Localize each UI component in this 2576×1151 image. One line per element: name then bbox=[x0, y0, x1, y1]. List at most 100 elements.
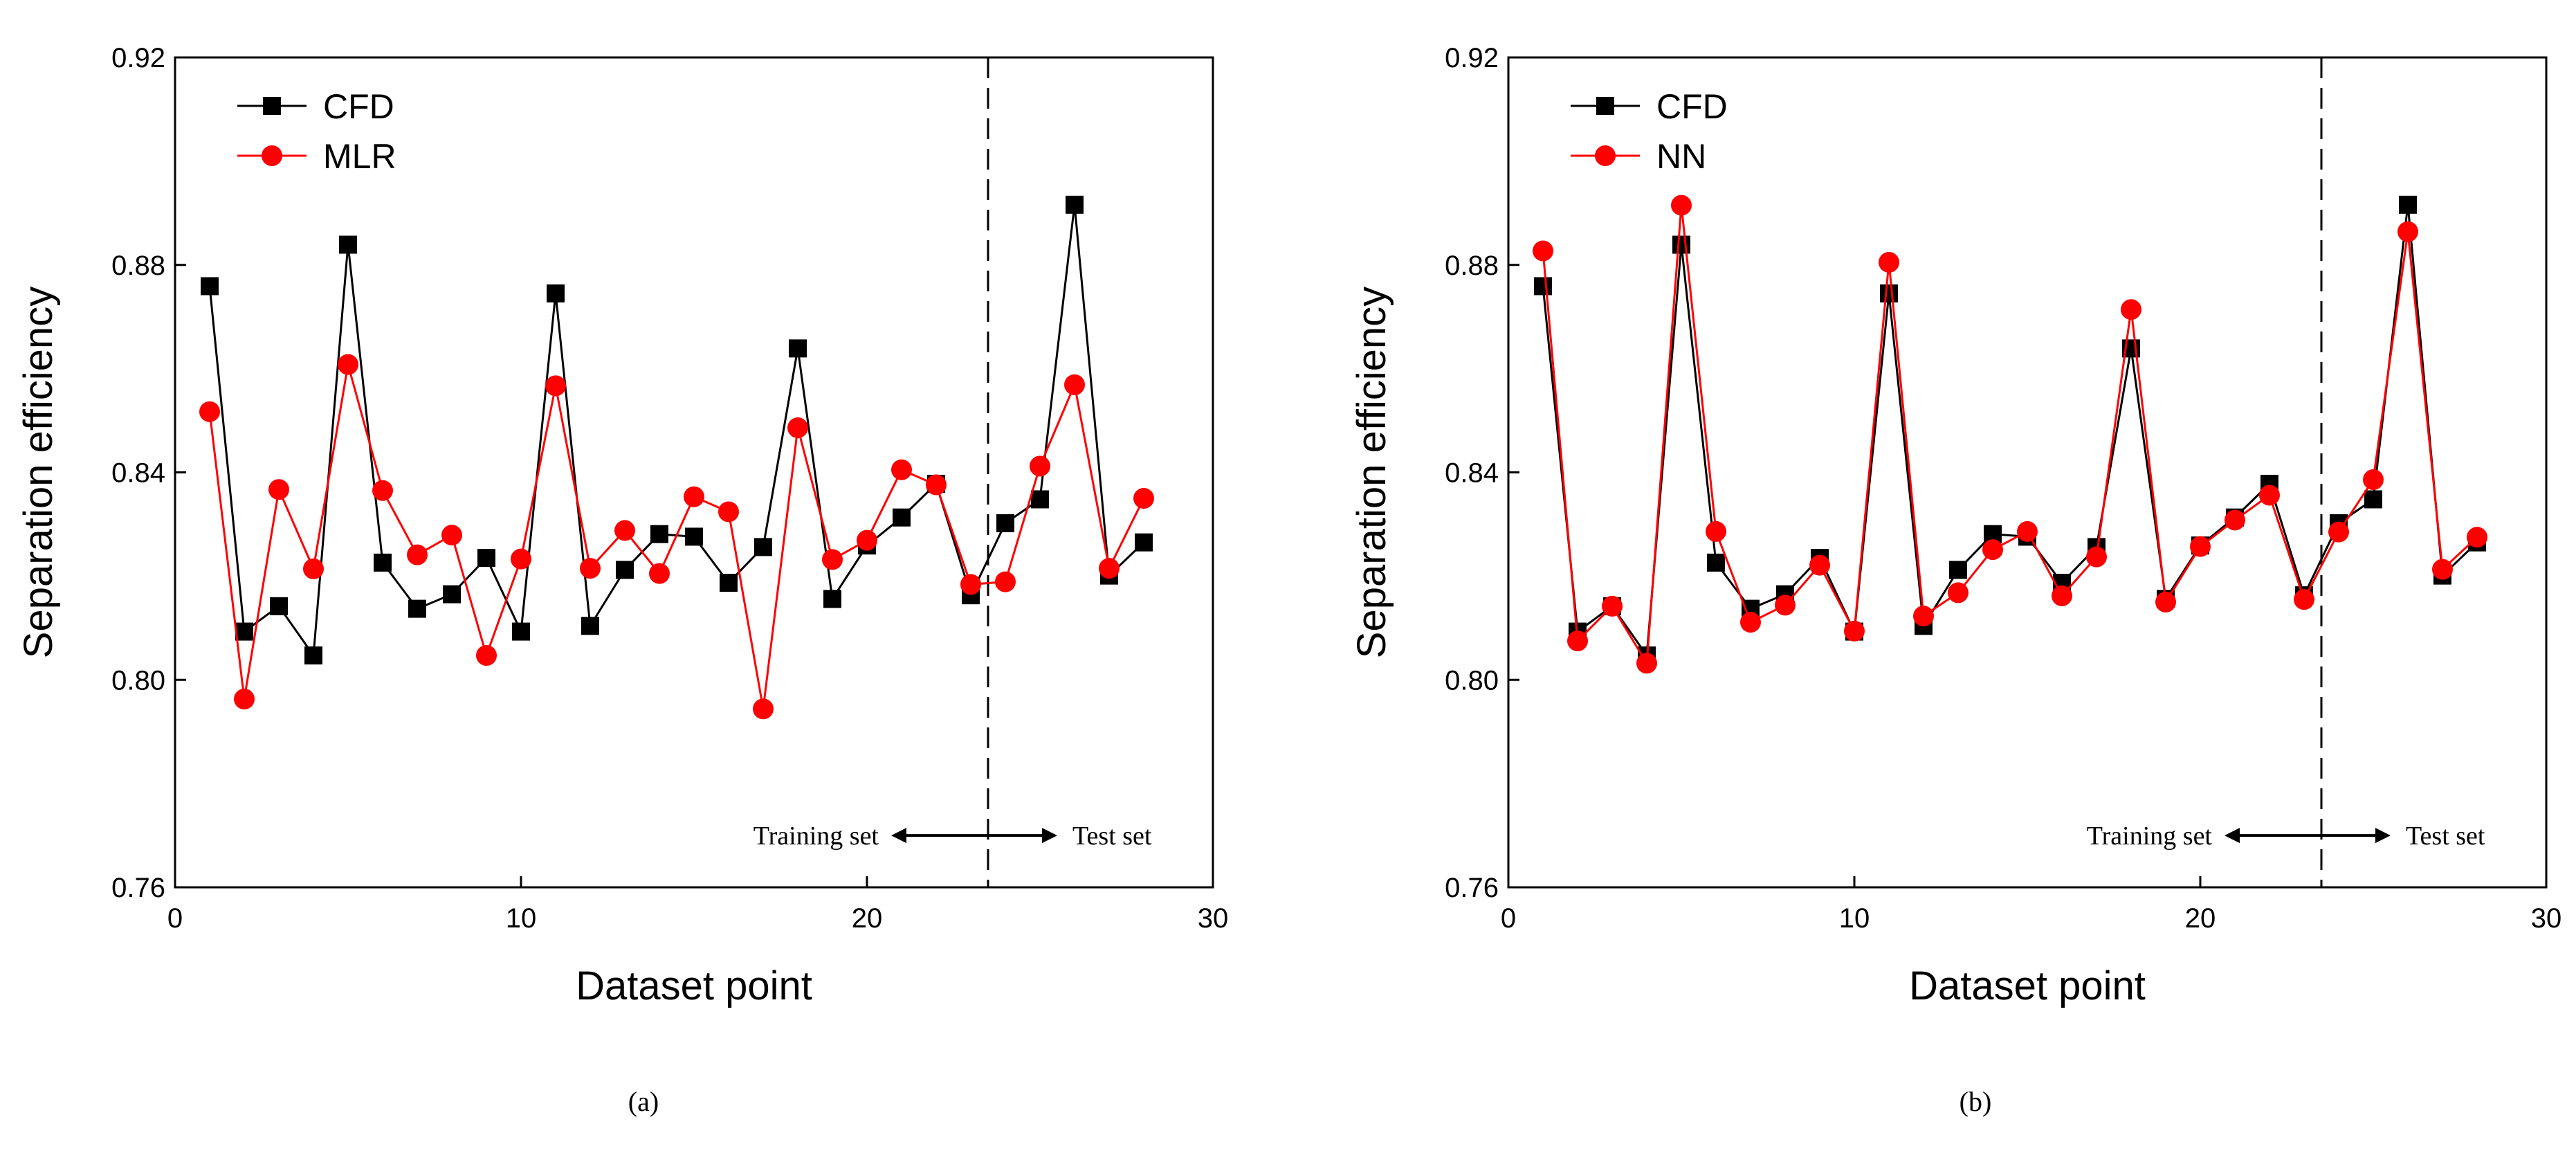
x-tick-label: 20 bbox=[2185, 903, 2216, 934]
data-point-cfd bbox=[650, 525, 668, 543]
data-point-cfd bbox=[2364, 490, 2382, 509]
x-tick-label: 0 bbox=[167, 903, 183, 934]
x-tick-label: 30 bbox=[2531, 903, 2562, 934]
data-point-nn bbox=[1706, 520, 1726, 542]
data-point-nn bbox=[1533, 240, 1553, 262]
data-point-mlr bbox=[684, 486, 704, 507]
legend-marker-mlr bbox=[262, 145, 282, 166]
y-tick-label: 0.92 bbox=[1445, 43, 1499, 73]
data-point-nn bbox=[1671, 194, 1692, 216]
data-point-cfd bbox=[339, 235, 357, 254]
series-line-mlr bbox=[208, 364, 1145, 709]
x-axis-label: Dataset point bbox=[1909, 963, 2146, 1008]
legend-label-mlr: MLR bbox=[323, 137, 396, 176]
data-point-nn bbox=[1982, 539, 2003, 561]
data-point-mlr bbox=[476, 645, 497, 667]
x-axis-label: Dataset point bbox=[576, 963, 812, 1008]
x-tick-label: 20 bbox=[852, 903, 883, 934]
data-point-mlr bbox=[1064, 374, 1085, 395]
test-set-label: Test set bbox=[2406, 822, 2485, 851]
y-tick-label: 0.76 bbox=[111, 873, 165, 903]
y-tick-label: 0.80 bbox=[1445, 665, 1499, 696]
arrow-left-head bbox=[2225, 828, 2240, 844]
data-point-nn bbox=[1740, 612, 1761, 633]
data-point-cfd bbox=[270, 597, 288, 615]
data-point-mlr bbox=[1133, 487, 1154, 509]
data-point-mlr bbox=[822, 549, 843, 570]
plot-frame bbox=[1507, 56, 2548, 889]
data-point-cfd bbox=[1880, 284, 1898, 302]
x-tick-label: 10 bbox=[1839, 903, 1870, 934]
legend-label-cfd: CFD bbox=[323, 87, 394, 126]
panel-label: (b) bbox=[1960, 1086, 1992, 1117]
data-point-mlr bbox=[234, 688, 255, 709]
data-point-nn bbox=[2397, 221, 2418, 242]
data-point-cfd bbox=[1707, 553, 1725, 572]
data-point-cfd bbox=[547, 284, 565, 302]
legend-marker-nn bbox=[1595, 145, 1616, 166]
training-set-label: Training set bbox=[2087, 822, 2213, 851]
data-point-nn bbox=[2190, 536, 2211, 557]
data-point-mlr bbox=[649, 563, 670, 584]
y-axis-label: Separation efficiency bbox=[16, 287, 61, 658]
data-point-mlr bbox=[960, 574, 981, 595]
data-point-nn bbox=[2155, 591, 2176, 613]
data-point-mlr bbox=[372, 480, 393, 501]
data-point-mlr bbox=[1030, 455, 1050, 477]
data-point-mlr bbox=[199, 401, 220, 422]
data-point-mlr bbox=[511, 548, 531, 570]
data-point-cfd bbox=[616, 561, 634, 579]
data-point-nn bbox=[1567, 631, 1588, 652]
data-point-cfd bbox=[1949, 561, 1967, 579]
data-point-cfd bbox=[823, 590, 841, 608]
data-point-cfd bbox=[477, 549, 495, 568]
data-point-mlr bbox=[580, 558, 601, 579]
y-tick-label: 0.92 bbox=[111, 43, 165, 73]
arrow-left-head bbox=[891, 828, 906, 844]
data-point-mlr bbox=[338, 354, 358, 375]
data-point-nn bbox=[1913, 606, 1934, 627]
data-point-cfd bbox=[893, 508, 911, 527]
data-point-nn bbox=[2363, 469, 2384, 490]
x-tick-label: 10 bbox=[506, 903, 537, 934]
chart-panel-1: 0.76 0.80 0.84 0.88 0.92 0 10 20 30 Dataset point… bbox=[16, 43, 1228, 1117]
data-point-nn bbox=[1636, 653, 1657, 674]
data-point-mlr bbox=[303, 558, 324, 579]
data-point-nn bbox=[2432, 559, 2453, 580]
data-point-cfd bbox=[754, 538, 772, 556]
data-point-cfd bbox=[374, 553, 392, 572]
arrow-right-head bbox=[2375, 828, 2391, 844]
y-axis-label: Separation efficiency bbox=[1349, 287, 1394, 658]
y-tick-label: 0.88 bbox=[111, 251, 165, 281]
y-tick-label: 0.84 bbox=[111, 458, 165, 489]
data-point-cfd bbox=[685, 527, 703, 546]
y-tick-label: 0.88 bbox=[1445, 251, 1499, 281]
data-point-cfd bbox=[1672, 235, 1690, 254]
data-point-mlr bbox=[891, 459, 912, 480]
y-tick-label: 0.76 bbox=[1445, 873, 1499, 903]
data-point-cfd bbox=[581, 617, 599, 635]
data-point-mlr bbox=[1099, 558, 1120, 579]
test-set-label: Test set bbox=[1072, 822, 1152, 851]
legend-label-cfd: CFD bbox=[1656, 87, 1728, 126]
data-point-cfd bbox=[996, 514, 1014, 532]
legend-marker-cfd bbox=[1596, 97, 1614, 115]
data-point-mlr bbox=[441, 525, 462, 546]
data-point-mlr bbox=[787, 417, 808, 439]
panel-label: (a) bbox=[628, 1086, 659, 1117]
data-point-nn bbox=[1844, 620, 1865, 642]
data-point-mlr bbox=[614, 520, 635, 541]
data-point-cfd bbox=[1135, 533, 1153, 552]
data-point-cfd bbox=[235, 622, 253, 641]
data-point-nn bbox=[2086, 546, 2107, 568]
data-point-mlr bbox=[753, 698, 774, 720]
data-point-cfd bbox=[512, 622, 530, 641]
data-point-cfd bbox=[1031, 490, 1049, 509]
data-point-nn bbox=[2017, 520, 2038, 542]
data-point-nn bbox=[2052, 585, 2072, 606]
series-line-nn bbox=[1542, 205, 2478, 667]
data-point-cfd bbox=[720, 574, 738, 592]
data-point-nn bbox=[2225, 509, 2245, 531]
data-point-mlr bbox=[268, 479, 289, 500]
